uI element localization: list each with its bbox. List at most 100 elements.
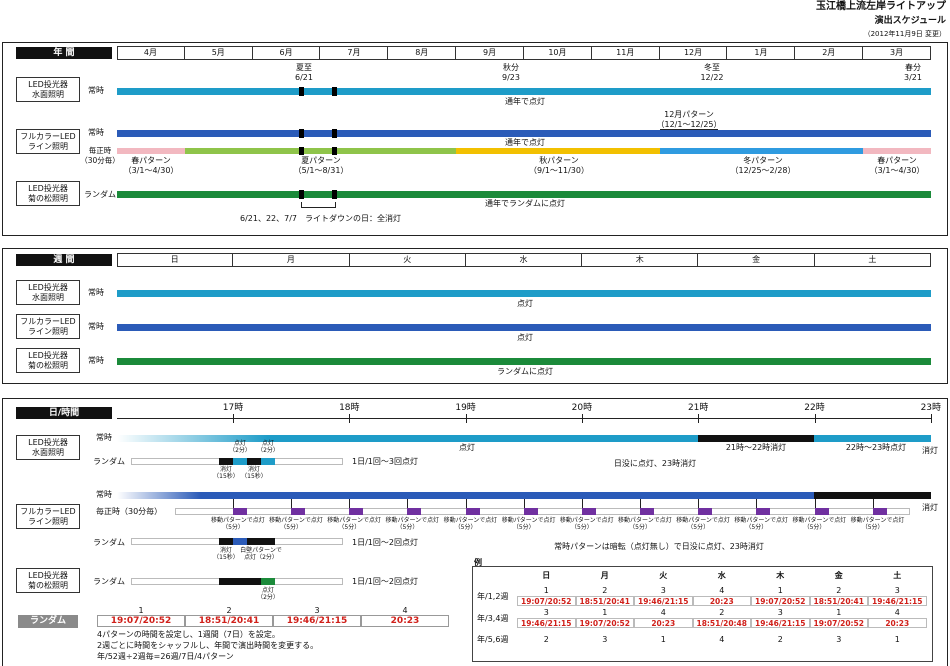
on-22-23-text: 22時〜23時点灯 <box>845 443 907 452</box>
random-on-block <box>233 458 247 465</box>
year-always-on-text-2: 通年で点灯 <box>505 138 545 147</box>
year-led-pine-bar <box>117 191 931 198</box>
example-num: 2 <box>602 586 608 595</box>
random-off-block <box>219 578 261 585</box>
hour-label: 18時 <box>339 403 360 413</box>
summer-pattern-label: 夏パターン （5/1〜8/31） <box>293 156 349 175</box>
move-pattern-text: 移動パターンで点灯 <box>501 517 556 524</box>
hour-tick <box>465 414 467 423</box>
week-always-label-1: 常時 <box>88 288 104 297</box>
sunset-on-text: 日没に点灯、23時消灯 <box>613 459 697 468</box>
year-lightdown-marker <box>299 147 304 155</box>
week-section <box>2 248 948 384</box>
month-cell: 8月 <box>388 47 457 59</box>
always-pattern-note: 常時パターンは暗転（点灯無し）で日没に点灯、23時消灯 <box>554 542 764 551</box>
day-full-color-bar <box>117 492 814 499</box>
hourly-track <box>175 508 910 515</box>
move-pattern-block <box>872 508 887 515</box>
example-num: 1 <box>660 635 666 644</box>
december-pattern-label: 12月パターン （12/1〜12/25） <box>656 110 722 129</box>
random-time-cell: 19:46/21:15 <box>273 615 361 627</box>
random-time-cell: 18:51/20:41 <box>185 615 273 627</box>
month-cell: 3月 <box>863 47 931 59</box>
month-cell: 10月 <box>524 47 592 59</box>
day-led-pine-label: LED投光器 菊の松照明 <box>16 568 80 593</box>
day-cell: 日 <box>117 254 234 266</box>
hour-tick <box>349 414 351 423</box>
white-pattern-note: 白壁パターンで 点灯（2分） <box>240 547 282 561</box>
five-min-text: （5分） <box>687 524 710 531</box>
on-2min-note: 点灯 （2分） <box>257 440 279 454</box>
example-num: 2 <box>719 608 725 617</box>
on-2min-note: 点灯 （2分） <box>257 587 279 601</box>
example-num: 4 <box>660 608 666 617</box>
move-pattern-text: 移動パターンで点灯 <box>850 517 905 524</box>
move-pattern-label: 移動パターンで点灯 （5分） <box>618 517 672 531</box>
month-cell: 12月 <box>660 47 728 59</box>
random-on-block <box>261 578 275 585</box>
move-pattern-block <box>465 508 480 515</box>
lightdown-bracket <box>301 202 336 208</box>
move-pattern-block <box>523 508 538 515</box>
year-lightdown-marker <box>332 190 337 199</box>
once-to-thrice-text: 1日/1回〜3回点灯 <box>352 457 418 466</box>
hour-tick <box>814 414 816 423</box>
year-lightdown-marker <box>299 87 304 96</box>
five-min-text: （5分） <box>338 524 361 531</box>
day-random-label-3: ランダム <box>93 577 125 586</box>
hour-tick <box>930 414 932 423</box>
day-led-water-off-bar <box>698 435 814 442</box>
week-led-pine-bar <box>117 358 931 365</box>
year-lightdown-marker <box>299 129 304 138</box>
year-header: 年 間 <box>16 47 112 59</box>
pattern-drop-line <box>523 499 525 509</box>
example-time: 19:46/21:15 <box>517 618 576 628</box>
example-num: 1 <box>777 586 783 595</box>
move-pattern-label: 移動パターンで点灯 （5分） <box>734 517 788 531</box>
page-subtitle: 演出スケジュール <box>874 16 946 26</box>
example-num: 3 <box>543 608 549 617</box>
example-time: 20:23 <box>868 618 927 628</box>
month-cell: 4月 <box>117 47 185 59</box>
move-pattern-block <box>756 508 771 515</box>
pattern-drop-line <box>640 499 642 509</box>
example-num: 3 <box>894 586 900 595</box>
hour-label: 23時 <box>920 403 942 413</box>
five-min-text: （5分） <box>454 524 477 531</box>
example-num: 3 <box>836 635 842 644</box>
day-cell: 水 <box>466 254 583 266</box>
example-label: 例 <box>474 558 482 567</box>
day-hourly-label: 毎正時（30分毎） <box>96 507 163 516</box>
week-random-text: ランダムに点灯 <box>497 367 553 376</box>
month-cell: 2月 <box>795 47 864 59</box>
example-time: 19:07/20:52 <box>751 596 810 606</box>
day-always-label-1: 常時 <box>96 433 112 442</box>
day-off-label-1: 消灯 <box>922 446 938 455</box>
hour-label: 17時 <box>222 403 244 413</box>
random-time-cell: 19:07/20:52 <box>97 615 185 627</box>
random-on-block <box>261 458 275 465</box>
random-off-block <box>219 538 233 545</box>
day-cell: 月 <box>233 254 350 266</box>
random-number: 3 <box>314 606 320 615</box>
year-led-water-label: LED投光器 水面照明 <box>16 77 80 102</box>
example-num: 1 <box>836 608 842 617</box>
day-led-water-on: 点灯 <box>459 443 475 452</box>
example-table-frame <box>472 566 933 662</box>
pattern-drop-line <box>581 499 583 509</box>
example-row-label: 年/1,2週 <box>477 592 509 601</box>
winter-pattern-bar <box>660 148 863 154</box>
move-pattern-text: 移動パターンで点灯 <box>327 517 381 524</box>
move-pattern-text: 移動パターンで点灯 <box>443 517 498 524</box>
example-time: 19:07/20:52 <box>575 618 634 628</box>
example-time: 18:51/20:41 <box>809 596 868 606</box>
example-num: 3 <box>602 635 608 644</box>
once-to-twice-text-2: 1日/1回〜2回点灯 <box>352 577 418 586</box>
pattern-drop-line <box>756 499 758 509</box>
on-2min-note: 点灯 （2分） <box>229 440 251 454</box>
example-num: 3 <box>660 586 666 595</box>
winter-solstice-label: 冬至 12/22 <box>700 63 724 82</box>
hour-label: 21時 <box>687 403 709 413</box>
random-time-cell: 20:23 <box>361 615 449 627</box>
day-full-color-label: フルカラーLED ライン照明 <box>16 504 80 529</box>
